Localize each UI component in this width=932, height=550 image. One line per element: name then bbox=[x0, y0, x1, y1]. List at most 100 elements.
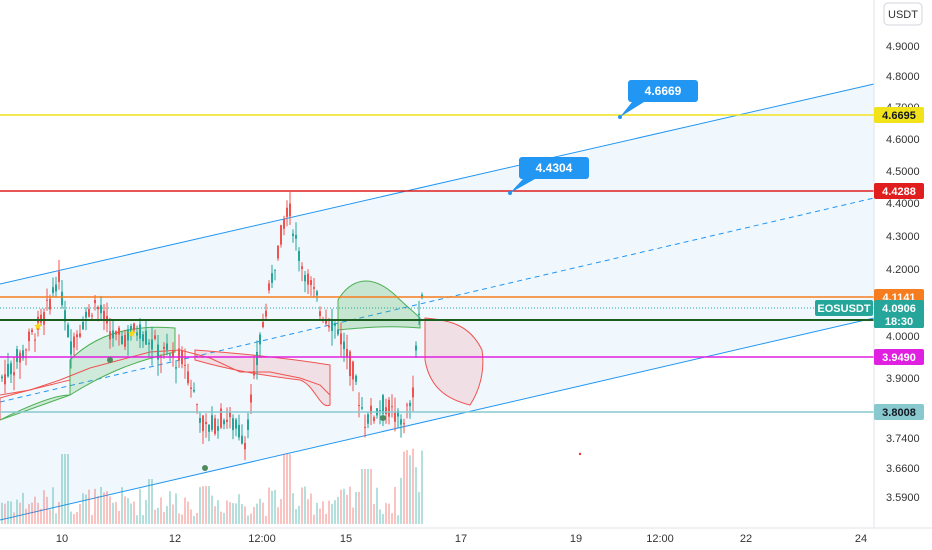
time-tick-label: 12:00 bbox=[248, 533, 276, 545]
channel-lower-line bbox=[0, 317, 875, 521]
candle-body bbox=[109, 331, 111, 340]
candle-body bbox=[58, 271, 60, 282]
volume-bar bbox=[46, 496, 48, 524]
time-tick-label: 22 bbox=[740, 533, 752, 545]
volume-bar bbox=[244, 506, 246, 524]
candle-body bbox=[316, 291, 318, 296]
time-tick-label: 12:00 bbox=[646, 533, 674, 545]
candle-body bbox=[262, 322, 264, 328]
time-tick-label: 19 bbox=[570, 533, 582, 545]
price-callouts[interactable]: 4.6669 4.4304 bbox=[508, 80, 698, 195]
candle-body bbox=[256, 352, 258, 366]
candle-body bbox=[157, 344, 159, 360]
price-tick-label: 4.8000 bbox=[886, 71, 920, 83]
volume-bar bbox=[385, 503, 387, 524]
candle-body bbox=[145, 330, 147, 345]
candle-body bbox=[67, 324, 69, 338]
candle-body bbox=[190, 387, 192, 389]
volume-bar bbox=[346, 494, 348, 524]
volume-bar bbox=[73, 514, 75, 524]
candle-body bbox=[280, 225, 282, 245]
candle-body bbox=[358, 405, 360, 406]
current-price-tag bbox=[874, 300, 924, 328]
candle-body bbox=[7, 363, 9, 377]
candle-body bbox=[148, 342, 150, 345]
candle-body bbox=[283, 219, 285, 229]
star-marker bbox=[34, 322, 42, 330]
volume-bar bbox=[49, 509, 51, 524]
volume-bar bbox=[283, 454, 285, 524]
candle-body bbox=[31, 329, 33, 332]
volume-bar bbox=[340, 489, 342, 524]
candle-body bbox=[28, 331, 30, 342]
volume-bar bbox=[43, 490, 45, 524]
level-tag-label: 4.4288 bbox=[882, 186, 916, 198]
horizontal-levels[interactable] bbox=[0, 114, 874, 413]
candle-body bbox=[229, 412, 231, 418]
candle-body bbox=[118, 327, 120, 335]
volume-bar bbox=[355, 492, 357, 524]
volume-bar bbox=[205, 486, 207, 524]
candle-body bbox=[46, 299, 48, 301]
volume-bar bbox=[37, 502, 39, 524]
candle-body bbox=[349, 351, 351, 376]
volume-bar bbox=[235, 503, 237, 524]
volume-bar bbox=[247, 515, 249, 524]
candle-body bbox=[175, 367, 177, 369]
volume-bar bbox=[316, 502, 318, 524]
symbol-tag bbox=[815, 300, 873, 316]
volume-bar bbox=[139, 489, 141, 524]
candle-body bbox=[253, 371, 255, 376]
volume-bar bbox=[358, 491, 360, 524]
volume-bar bbox=[67, 454, 69, 524]
parallel-channel[interactable] bbox=[0, 83, 875, 521]
candle-body bbox=[121, 336, 123, 345]
volume-bar bbox=[361, 469, 363, 524]
volume-bar bbox=[184, 497, 186, 524]
candle-body bbox=[271, 273, 273, 283]
candle-body bbox=[151, 339, 153, 350]
candle-body bbox=[334, 323, 336, 326]
volume-bar bbox=[166, 505, 168, 524]
time-axis[interactable]: 10 12 12:00 15 17 19 12:00 22 24 bbox=[0, 527, 932, 545]
price-tick-label: 3.7400 bbox=[886, 433, 920, 445]
volume-bar bbox=[25, 508, 27, 524]
time-tick-label: 17 bbox=[455, 533, 467, 545]
volume-bar bbox=[58, 501, 60, 524]
level-tag bbox=[874, 349, 924, 365]
candle-body bbox=[346, 349, 348, 358]
star-marker bbox=[128, 329, 136, 337]
volume-bar bbox=[94, 488, 96, 524]
volume-bar bbox=[52, 487, 54, 524]
volume-bar bbox=[238, 494, 240, 524]
candle-body bbox=[4, 374, 6, 385]
candle-body bbox=[76, 334, 78, 338]
time-tick-label: 15 bbox=[340, 533, 352, 545]
level-tag-label: 3.8008 bbox=[882, 407, 916, 419]
candle-body bbox=[13, 372, 15, 376]
candle-body bbox=[34, 339, 36, 341]
candle-body bbox=[115, 331, 117, 335]
candle-body bbox=[277, 245, 279, 259]
volume-bar bbox=[217, 500, 219, 524]
symbol-tag-label: EOSUSDT bbox=[817, 303, 870, 315]
volume-bar bbox=[388, 503, 390, 524]
candle-body bbox=[388, 399, 390, 417]
volume-bar bbox=[103, 492, 105, 524]
currency-box[interactable] bbox=[883, 2, 923, 26]
volume-bar bbox=[79, 503, 81, 524]
volume-bar bbox=[106, 491, 108, 524]
candle-body bbox=[310, 280, 312, 286]
currency-label: USDT bbox=[888, 9, 918, 21]
candle-body bbox=[385, 407, 387, 415]
volume-bar bbox=[400, 477, 402, 524]
volume-bar bbox=[76, 511, 78, 524]
candle-body bbox=[226, 419, 228, 422]
candle-body bbox=[331, 320, 333, 331]
volume-bar bbox=[265, 515, 267, 524]
volume-bar bbox=[295, 509, 297, 524]
price-tick-label: 3.5900 bbox=[886, 492, 920, 504]
candle-body bbox=[238, 424, 240, 438]
